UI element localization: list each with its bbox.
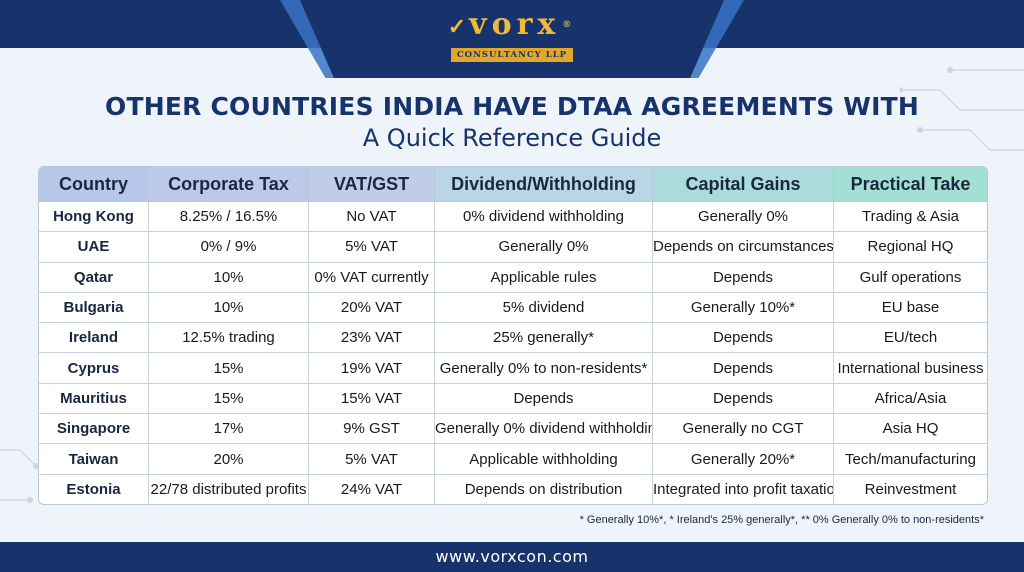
table-row: Mauritius 15% 15% VAT Depends Depends Africa/… [39,383,987,415]
table-cell: 19% VAT [309,353,435,384]
table-cell: No VAT [309,202,435,233]
registered-mark: ® [562,20,577,30]
website-link[interactable]: www.vorxcon.com [435,547,589,566]
table-cell: 10% [149,292,309,324]
table-cell: Africa/Asia [834,384,987,415]
company-logo: ✓vorx ® CONSULTANCY LLP [412,8,612,64]
table-row: Taiwan 20% 5% VAT Applicable withholding Gen… [39,444,987,475]
table-cell: Generally 0% to non-residents* [435,353,653,384]
table-cell: Generally no CGT [653,414,834,445]
table-row: Hong Kong 8.25% / 16.5% No VAT 0% dividend … [39,202,987,233]
table-row: Qatar 10% 0% VAT currently Applicable rules… [39,262,987,293]
table-cell: Generally 0% [653,202,834,233]
column-header: Practical Take [834,167,987,202]
country-cell: Hong Kong [39,202,149,233]
logo-word-text: vorx [469,7,561,42]
table-cell: Applicable rules [435,262,653,293]
table-cell: Applicable withholding [435,444,653,475]
country-cell: Qatar [39,262,149,293]
country-cell: Bulgaria [39,292,149,324]
dtaa-comparison-table: Country Corporate Tax VAT/GST Dividend/With… [38,166,988,505]
country-cell: Estonia [39,474,149,504]
table-cell: 17% [149,414,309,445]
table-cell: International business [834,353,987,384]
table-cell: Depends on distribution [435,474,653,504]
table-row: Singapore 17% 9% GST Generally 0% dividend … [39,414,987,445]
table-cell: 0% dividend withholding [435,202,653,233]
table-body: Hong Kong 8.25% / 16.5% No VAT 0% dividend … [39,202,987,504]
country-cell: UAE [39,232,149,263]
column-header: Capital Gains [653,167,834,202]
table-row: Estonia 22/78 distributed profits 24% VAT D… [39,474,987,504]
table-row: UAE 0% / 9% 5% VAT Generally 0% Depends on c… [39,232,987,263]
column-header: Dividend/Withholding [435,167,653,202]
table-cell: Generally 10%* [653,292,834,324]
table-cell: Depends [653,383,834,415]
table-cell: 12.5% trading [149,323,309,354]
table-cell: 23% VAT [309,323,435,354]
table-cell: 24% VAT [309,474,435,504]
logo-subtitle: CONSULTANCY LLP [450,48,574,62]
table-cell: 15% [149,353,309,384]
table-cell: 5% dividend [435,292,653,324]
column-header: VAT/GST [309,167,435,202]
page-subtitle: A Quick Reference Guide [362,124,662,152]
table-cell: EU base [834,293,987,324]
table-cell: 9% GST [309,414,435,445]
table-cell: 8.25% / 16.5% [149,202,309,233]
table-cell: 20% VAT [309,292,435,324]
country-cell: Taiwan [39,444,149,475]
table-row: Bulgaria 10% 20% VAT 5% dividend Generally 1… [39,292,987,324]
footnote: * Generally 10%*, * Ireland's 25% genera… [579,514,984,526]
table-cell: 15% [149,383,309,415]
table-header-row: Country Corporate Tax VAT/GST Dividend/With… [39,167,987,202]
table-cell: 25% generally* [435,323,653,354]
table-cell: Depends [653,353,834,384]
column-header: Corporate Tax [149,167,309,202]
table-row: Cyprus 15% 19% VAT Generally 0% to non-resi… [39,353,987,384]
table-cell: Generally 0% dividend withholding [435,414,653,445]
table-cell: Asia HQ [834,414,987,445]
table-cell: Reinvestment [864,480,957,498]
table-cell: 10% [149,262,309,293]
table-cell: Depends on circumstances [653,232,834,263]
table-cell: 22/78 distributed profits [149,474,309,504]
table-cell: 0% / 9% [149,232,309,263]
country-cell: Singapore [39,414,149,445]
country-cell: Ireland [39,323,149,354]
table-cell: 15% VAT [309,383,435,415]
table-cell: EU/tech [834,323,987,354]
table-cell: 20% [149,444,309,475]
page-title: OTHER COUNTRIES INDIA HAVE DTAA AGREEMEN… [105,92,919,121]
table-cell: Trading & Asia [834,202,987,233]
logo-swoosh-icon: ✓ [447,14,472,40]
table-cell: Depends [653,262,834,293]
table-cell: Gulf operations [834,263,987,293]
table-cell: Tech/manufacturing [834,444,987,475]
logo-wordmark: ✓vorx ® [412,8,612,44]
table-cell: 5% VAT [309,232,435,263]
table-cell: Depends [435,383,653,415]
table-cell: Depends [653,323,834,354]
table-cell: Regional HQ [834,232,987,263]
table-row: Ireland 12.5% trading 23% VAT 25% generally… [39,323,987,354]
country-cell: Cyprus [39,353,149,384]
header-logo-panel [300,0,724,78]
column-header: Country [39,167,149,202]
table-cell: 5% VAT [309,444,435,475]
table-cell: Generally 20%* [653,444,834,475]
table-cell: 0% VAT currently [309,262,435,293]
country-cell: Mauritius [39,383,149,415]
footer-band: www.vorxcon.com [0,542,1024,572]
table-cell: Integrated into profit taxation [653,474,834,504]
table-cell: Generally 0% [435,232,653,263]
